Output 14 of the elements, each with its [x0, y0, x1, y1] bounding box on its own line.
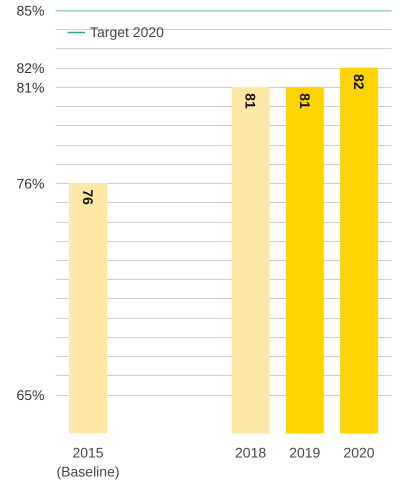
y-tick-label: 81% [16, 79, 45, 96]
y-tick-label: 65% [16, 387, 45, 404]
y-tick-label: 85% [16, 2, 45, 18]
y-tick-label: 76% [16, 176, 45, 192]
x-tick-label: 2015 (Baseline) [56, 444, 120, 480]
data-label: 81 [242, 93, 259, 109]
x-tick-label: 2020 [343, 444, 375, 460]
data-label: 81 [296, 93, 313, 109]
data-label: 82 [350, 74, 367, 90]
y-tick-label: 82% [16, 60, 45, 76]
x-tick-label: 2018 [235, 444, 266, 460]
x-tick-label: 2019 [289, 444, 321, 460]
data-label: 76 [80, 189, 96, 206]
legend-label: Target 2020 [90, 24, 164, 40]
